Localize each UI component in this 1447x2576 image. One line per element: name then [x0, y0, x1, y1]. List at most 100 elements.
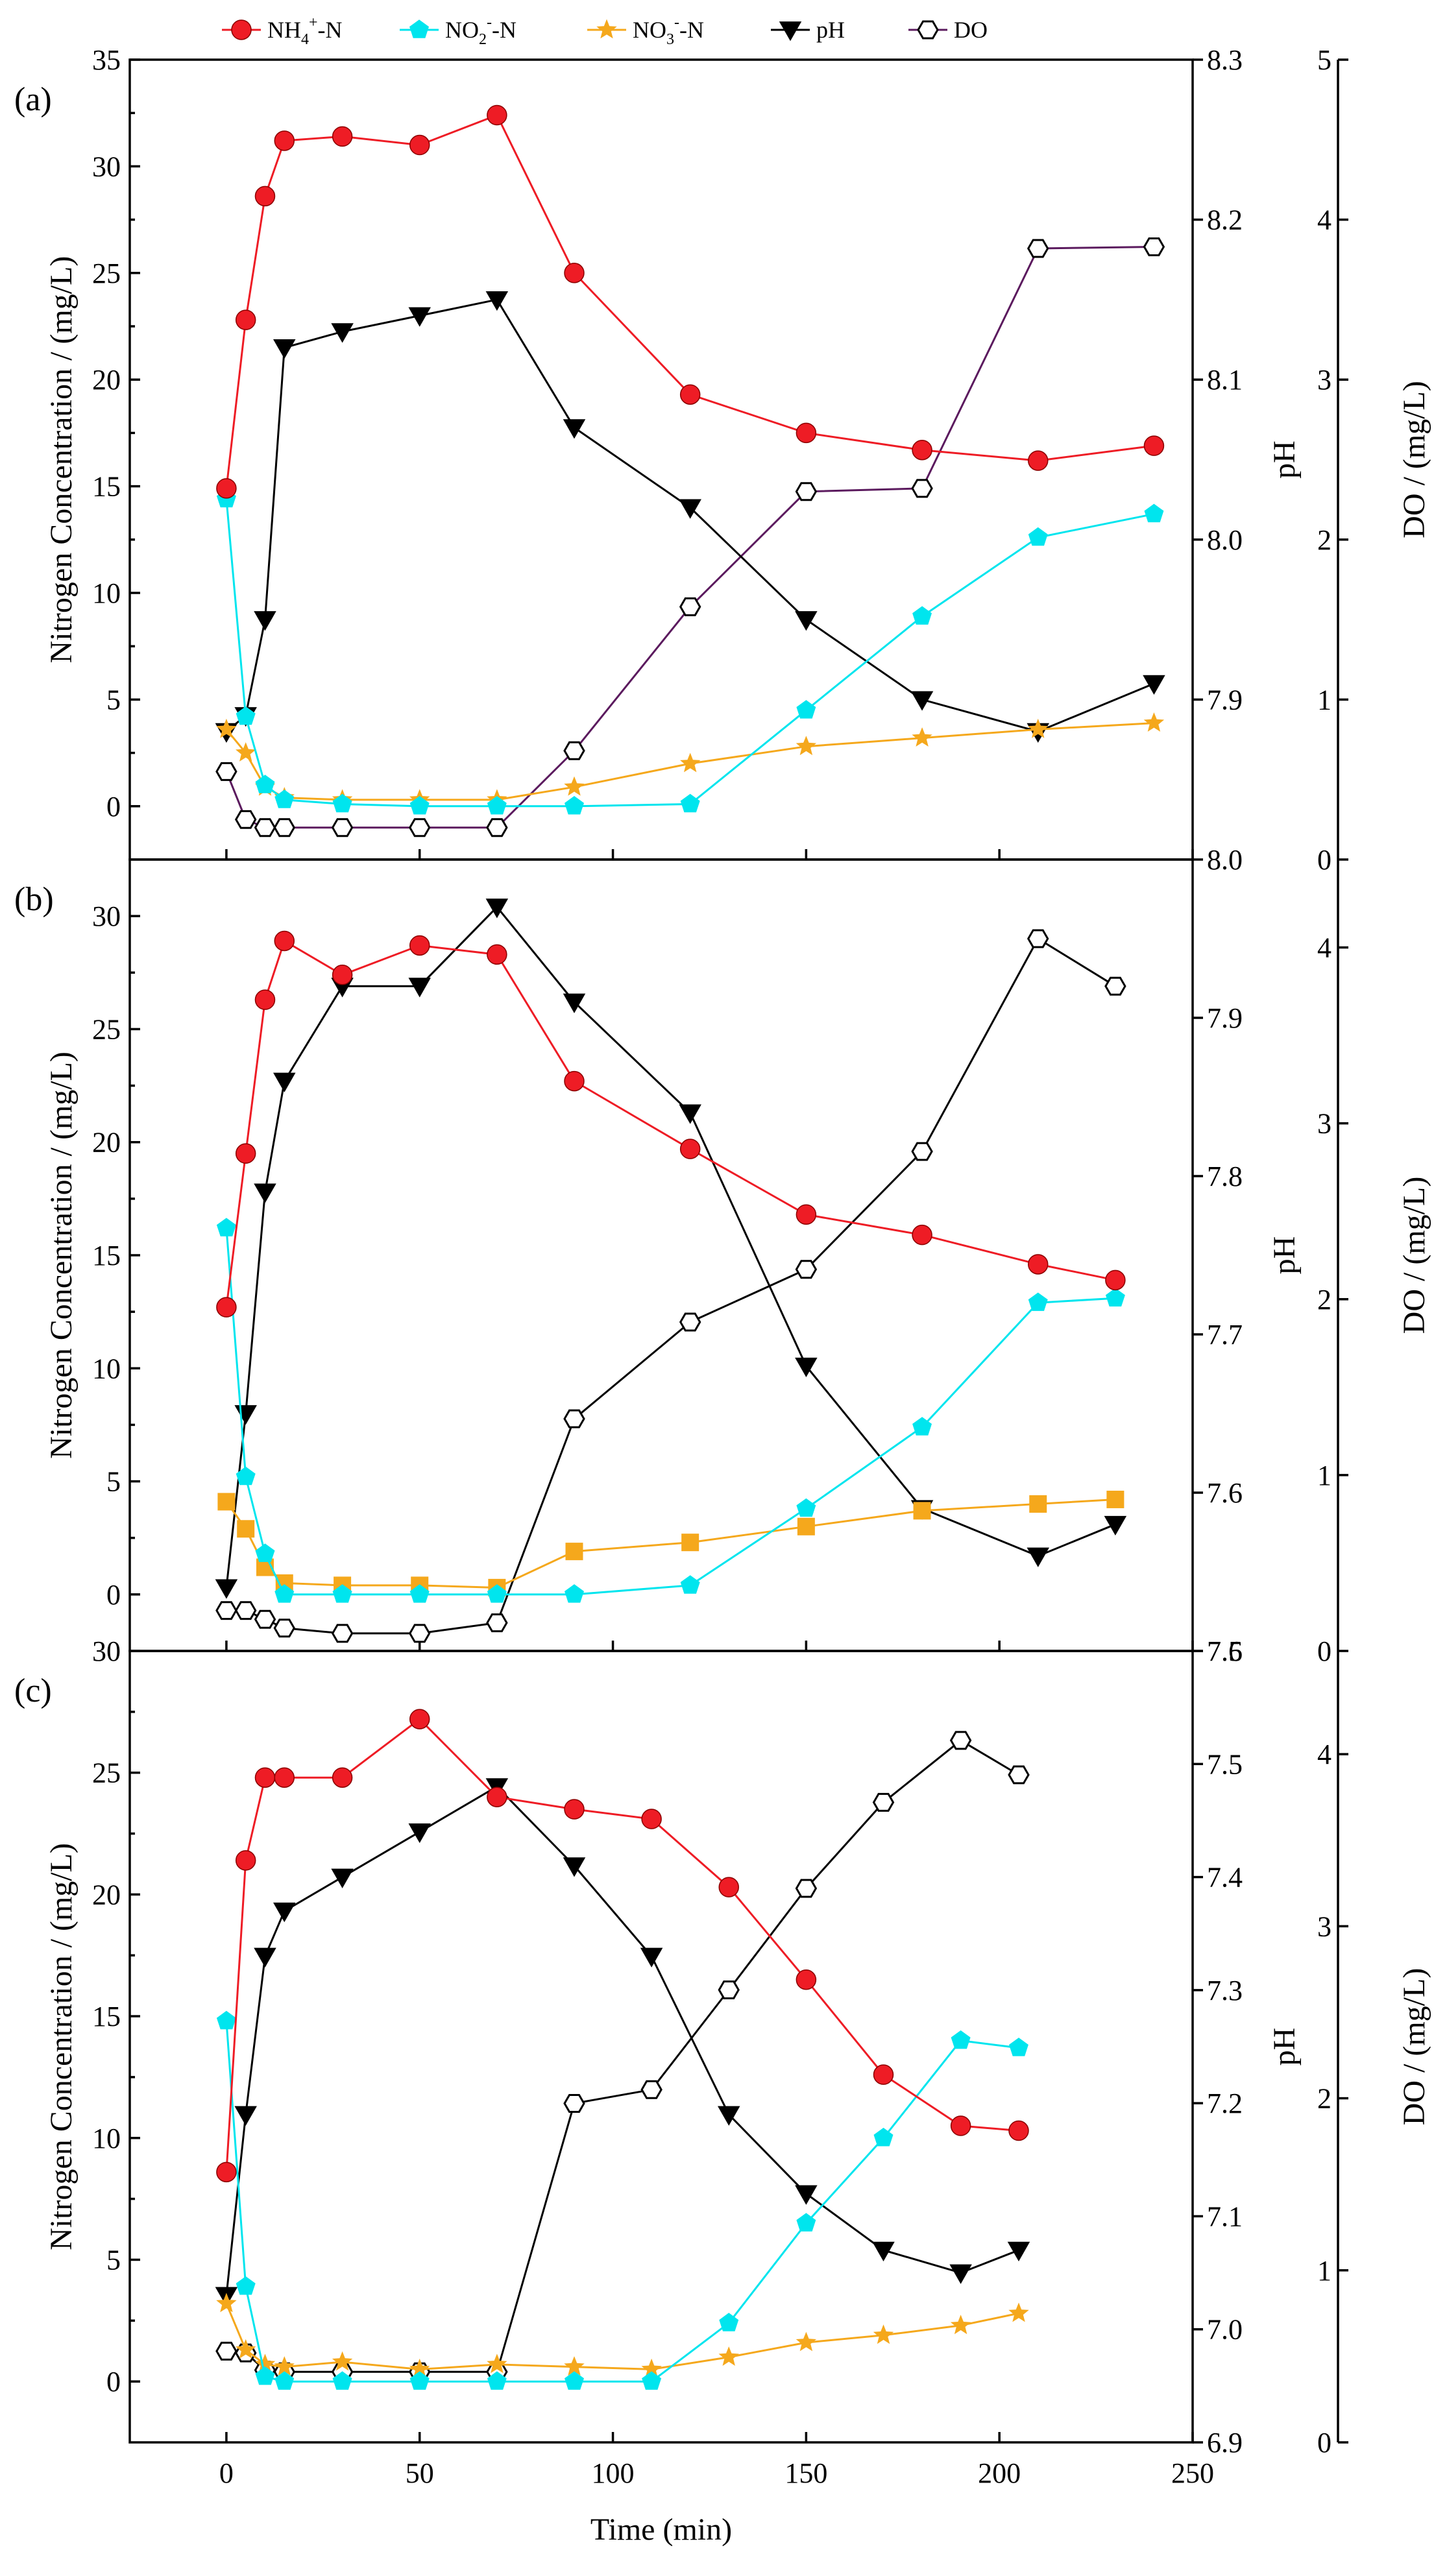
do-tick-label: 0	[1317, 1635, 1331, 1667]
data-point-no2	[680, 793, 700, 813]
data-point-nh4	[216, 2161, 237, 2183]
ph-axis-title: pH	[1267, 440, 1302, 479]
data-point-no3	[564, 2356, 585, 2376]
data-point-do	[215, 2341, 237, 2361]
do-tick-label: 5	[1317, 44, 1331, 76]
ph-tick-label: 6.9	[1207, 2427, 1243, 2459]
ph-tick-label: 7.7	[1207, 1319, 1243, 1351]
x-tick-label: 0	[219, 2457, 234, 2489]
data-point-no3	[913, 1502, 931, 1520]
left-y-tick-label: 0	[106, 791, 121, 823]
series-no2	[216, 2010, 1028, 2390]
series-ph	[215, 1778, 1030, 2307]
left-y-tick-label: 30	[92, 900, 121, 932]
data-point-no3	[216, 2293, 237, 2313]
data-point-no3	[409, 2358, 430, 2378]
data-point-ph	[1143, 675, 1165, 695]
data-point-no3	[332, 2351, 353, 2371]
data-point-no2	[274, 1584, 295, 1603]
series-line-no2	[225, 2021, 1019, 2383]
data-point-no2	[236, 2276, 256, 2295]
data-point-do	[911, 1142, 933, 1161]
data-point-ph	[408, 1823, 431, 1844]
do-tick-label: 0	[1317, 2427, 1331, 2459]
data-point-do	[234, 1601, 257, 1620]
data-point-no3	[254, 2353, 276, 2374]
data-point-do	[215, 1601, 237, 1620]
data-point-nh4	[1027, 450, 1049, 471]
legend-label-base: NO	[633, 17, 666, 43]
legend-label-sup: +	[309, 14, 318, 31]
data-point-no2	[255, 1543, 275, 1562]
data-point-no3	[564, 776, 585, 796]
data-point-nh4	[235, 1850, 256, 1871]
data-point-no3	[912, 727, 932, 747]
data-point-do	[254, 818, 276, 837]
legend-item-nh4: NH4+-N	[222, 14, 343, 48]
data-point-ph	[1027, 1547, 1049, 1567]
left-axis-title: Nitrogen Concentration / (mg/L)	[44, 256, 79, 664]
data-point-no2	[409, 2371, 430, 2390]
do-tick-label: 4	[1317, 1739, 1331, 1770]
series-line-ph	[225, 1785, 1019, 2296]
data-point-ph	[273, 1902, 296, 1923]
data-point-no3	[217, 1493, 236, 1511]
ph-tick-label: 7.3	[1207, 1975, 1243, 2006]
do-axis-title: DO / (mg/L)	[1397, 1968, 1431, 2126]
do-tick-label: 3	[1317, 1910, 1331, 1942]
left-y-tick-label: 15	[92, 2001, 121, 2032]
do-tick-label: 2	[1317, 2083, 1331, 2115]
ph-tick-label: 7.6	[1207, 1635, 1243, 1667]
legend-label-sub: 2	[479, 31, 487, 48]
data-point-no2	[565, 1584, 584, 1603]
data-point-no3	[565, 1543, 583, 1561]
series-nh4	[216, 104, 1165, 499]
data-point-ph	[408, 978, 431, 998]
left-y-tick-label: 15	[92, 1240, 121, 1271]
left-y-tick-label: 30	[92, 1635, 121, 1667]
legend-label-sup: -	[487, 14, 492, 31]
data-point-ph	[273, 1072, 296, 1092]
plot-frame	[128, 858, 1194, 1652]
series-line-no2	[225, 1228, 1115, 1596]
data-point-ph	[679, 1104, 701, 1124]
legend-marker-do	[917, 20, 939, 40]
data-point-no3	[1028, 718, 1049, 738]
legend-item-do: DO	[908, 17, 988, 43]
left-y-tick-label: 10	[92, 577, 121, 609]
data-point-ph	[254, 611, 276, 631]
series-no2	[216, 1218, 1125, 1603]
data-point-ph	[408, 307, 431, 327]
data-point-no2	[274, 2371, 295, 2390]
data-point-no3	[237, 1520, 255, 1538]
legend-item-no3: NO3--N	[587, 14, 704, 48]
legend-label-base: NH	[267, 17, 301, 43]
data-point-no2	[487, 2371, 507, 2390]
data-point-no2	[796, 2213, 816, 2232]
data-point-no2	[332, 793, 352, 813]
data-point-ph	[910, 691, 934, 711]
data-point-no2	[487, 1584, 507, 1603]
data-point-no3	[1008, 2302, 1029, 2322]
series-line-nh4	[225, 939, 1116, 1308]
data-point-nh4	[1143, 435, 1165, 456]
legend-label-base: pH	[816, 17, 845, 43]
data-point-ph	[563, 419, 586, 439]
series-do	[215, 237, 1165, 837]
left-y-tick-label: 5	[106, 2244, 121, 2276]
data-point-nh4	[1027, 1254, 1049, 1275]
data-point-do	[911, 479, 933, 498]
data-point-no3	[1106, 1490, 1125, 1508]
legend-label-no3: NO3--N	[633, 14, 704, 48]
data-point-no3	[236, 2339, 256, 2359]
data-point-nh4	[274, 1767, 295, 1788]
do-axis-title: DO / (mg/L)	[1397, 1177, 1431, 1334]
data-point-no3	[1143, 712, 1165, 732]
data-point-do	[215, 762, 237, 781]
series-ph	[215, 898, 1127, 1599]
data-point-do	[408, 818, 431, 837]
data-point-no2	[1028, 527, 1048, 546]
legend-label-tail: -N	[679, 17, 704, 43]
data-point-no2	[912, 606, 932, 625]
